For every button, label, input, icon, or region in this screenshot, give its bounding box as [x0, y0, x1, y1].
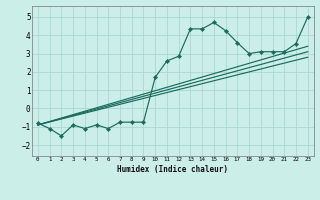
X-axis label: Humidex (Indice chaleur): Humidex (Indice chaleur): [117, 165, 228, 174]
